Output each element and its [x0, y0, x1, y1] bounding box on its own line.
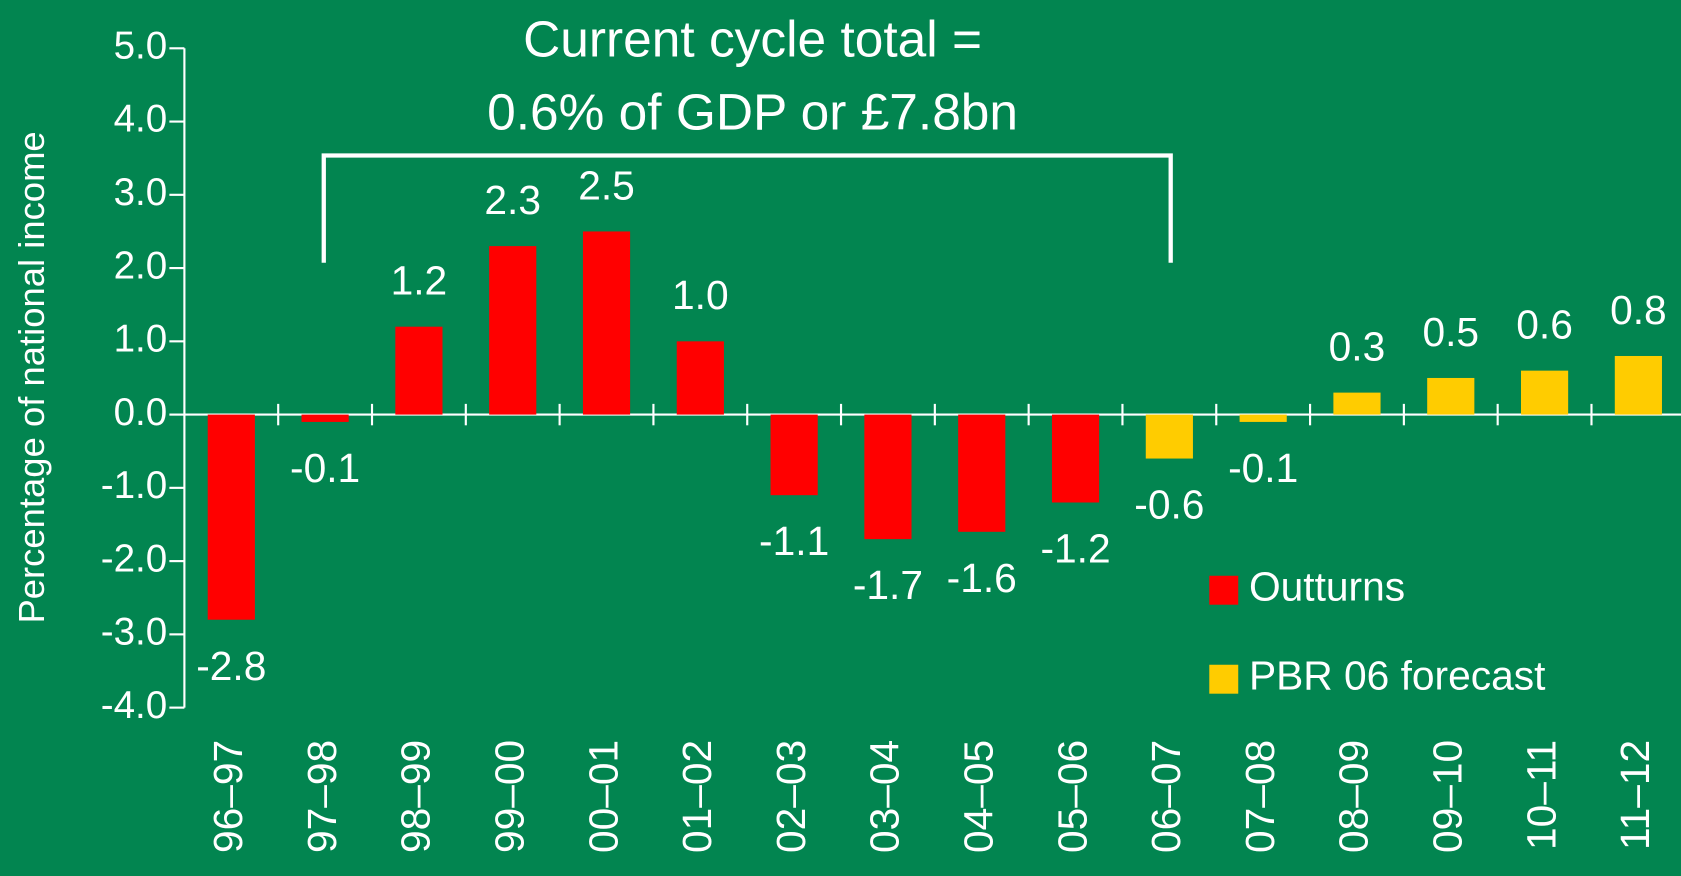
y-axis-label: Percentage of national income — [11, 131, 52, 623]
value-label: -1.7 — [853, 562, 923, 608]
value-label: -2.8 — [196, 643, 266, 689]
bar — [1427, 377, 1475, 415]
bar — [770, 414, 818, 496]
y-tick-label: -3.0 — [101, 611, 167, 654]
bar — [582, 231, 631, 415]
value-label: -1.2 — [1040, 526, 1110, 572]
x-tick-label: 09–10 — [1425, 740, 1471, 853]
y-tick-label: -4.0 — [101, 684, 167, 727]
value-label: 1.0 — [672, 272, 729, 318]
x-tick-label: 01–02 — [674, 740, 720, 853]
bar — [1145, 414, 1193, 459]
x-tick-label: 11–12 — [1612, 740, 1658, 850]
bar — [1614, 355, 1662, 415]
value-label: 0.6 — [1516, 302, 1573, 348]
legend-swatch — [1209, 664, 1239, 694]
x-tick-label: 97–98 — [299, 740, 345, 853]
value-label: -0.1 — [1228, 445, 1298, 491]
value-label: 0.8 — [1610, 287, 1667, 333]
value-label: -0.6 — [1134, 482, 1204, 528]
value-label: 0.3 — [1329, 323, 1386, 369]
x-tick-label: 02–03 — [768, 740, 814, 853]
bar — [207, 414, 255, 620]
value-label: 1.2 — [391, 258, 448, 304]
x-tick-label: 04–05 — [956, 740, 1002, 853]
x-tick-label: 98–99 — [393, 740, 439, 853]
y-tick-label: 4.0 — [114, 98, 168, 141]
value-label: -0.1 — [290, 445, 360, 491]
bar — [1520, 370, 1569, 415]
x-tick-label: 07–08 — [1237, 740, 1283, 853]
y-tick-label: -1.0 — [101, 464, 167, 507]
y-tick-label: 2.0 — [114, 244, 168, 287]
value-label: -1.1 — [759, 518, 829, 564]
x-tick-label: 03–04 — [862, 740, 908, 853]
y-tick-label: 3.0 — [114, 171, 168, 214]
y-tick-label: -2.0 — [101, 537, 167, 580]
bar — [301, 414, 349, 422]
y-tick-label: 5.0 — [114, 24, 168, 67]
bar — [864, 414, 912, 540]
y-tick-label: 0.0 — [114, 391, 168, 434]
value-label: -1.6 — [947, 555, 1017, 601]
x-tick-label: 06–07 — [1143, 740, 1189, 853]
annotation: Current cycle total = — [523, 10, 982, 68]
bar — [395, 326, 443, 415]
bar — [489, 246, 537, 415]
bracket — [321, 153, 1173, 263]
bar — [1051, 414, 1100, 503]
y-tick-label: 1.0 — [114, 318, 168, 361]
x-tick-label: 00–01 — [580, 740, 626, 853]
legend-label: Outturns — [1249, 563, 1405, 609]
annotation: 0.6% of GDP or £7.8bn — [487, 82, 1018, 140]
value-label: 0.5 — [1422, 309, 1479, 355]
bar — [676, 341, 724, 415]
legend-label: PBR 06 forecast — [1249, 652, 1546, 698]
bar — [1239, 414, 1287, 422]
legend-swatch — [1209, 575, 1239, 605]
x-tick-label: 05–06 — [1049, 740, 1095, 853]
value-label: 2.3 — [484, 177, 541, 223]
x-tick-label: 99–00 — [486, 740, 532, 853]
bar — [958, 414, 1006, 532]
x-tick-label: 10–11 — [1518, 740, 1564, 850]
x-tick-label: 08–09 — [1331, 740, 1377, 853]
x-tick-label: 96–97 — [205, 740, 251, 853]
value-label: 2.5 — [578, 162, 635, 208]
bar — [1333, 392, 1381, 415]
